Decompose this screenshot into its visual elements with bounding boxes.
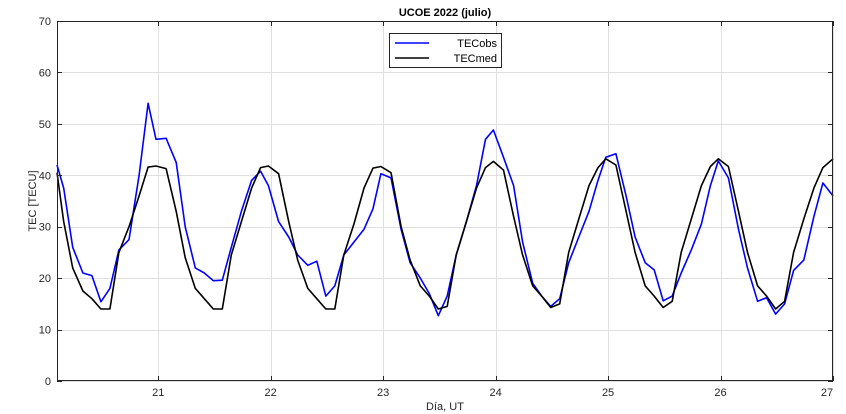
y-tick-label: 60 [39,67,51,79]
x-tick-label: 21 [152,387,164,399]
y-tick-label: 70 [39,16,51,28]
y-axis-label: TEC [TECU] [27,170,39,231]
plot-area [57,21,833,381]
x-tick-label: 27 [821,387,833,399]
y-tick-label: 10 [39,325,51,337]
y-tick-label: 0 [45,376,51,388]
x-tick-label: 24 [489,387,501,399]
x-tick-label: 26 [714,387,726,399]
y-tick-label: 40 [39,170,51,182]
plot-frame [57,21,833,381]
series-lines [56,102,834,317]
x-tick-label: 23 [377,387,389,399]
x-tick-label: 22 [265,387,277,399]
legend-label: TECmed [454,53,497,65]
legend-box [389,33,502,68]
x-tick-label: 25 [602,387,614,399]
legend-label: TECobs [457,38,497,50]
y-tick-label: 50 [39,119,51,131]
legend: TECobs TECmed [389,33,502,68]
axis-ticks: 21 22 23 24 25 26 27 0 10 20 30 40 50 60 70 [39,16,834,399]
series-line-tecmed [56,158,834,310]
chart-title: UCOE 2022 (julio) [399,7,492,19]
y-tick-label: 30 [39,222,51,234]
series-line-tecobs [56,102,834,317]
y-tick-label: 20 [39,273,51,285]
x-axis-label: Día, UT [426,401,464,413]
